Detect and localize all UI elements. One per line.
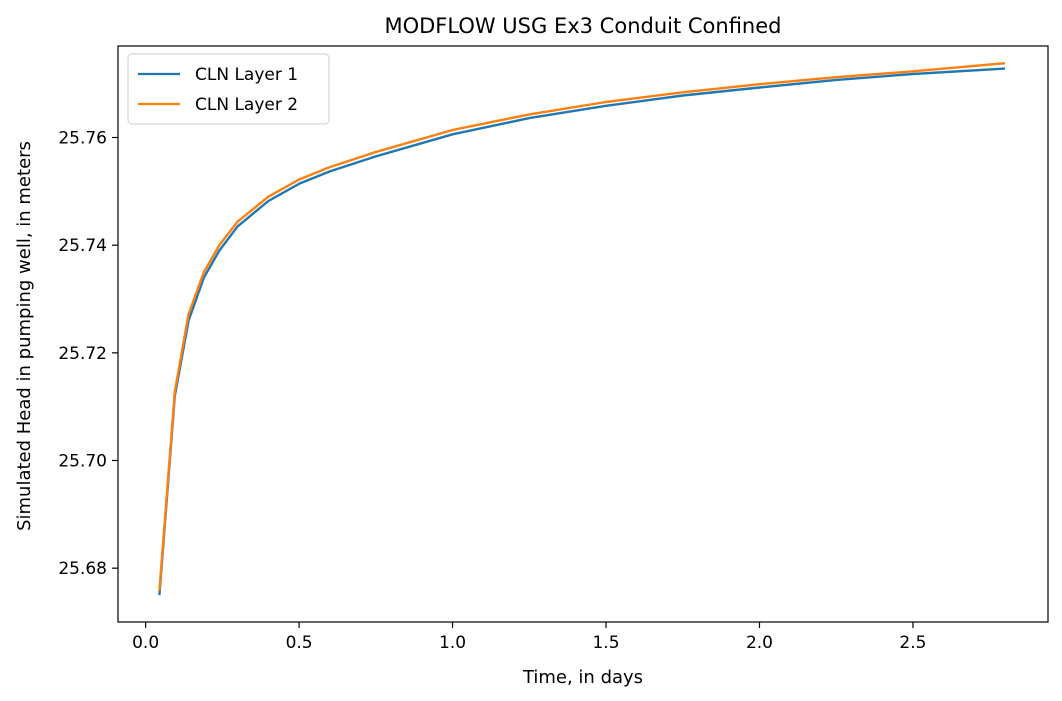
y-axis-label: Simulated Head in pumping well, in meter… [14, 141, 35, 531]
x-tick-label: 0.5 [286, 633, 313, 653]
axes-frame [117, 45, 1049, 623]
legend-label-cln-layer-2: CLN Layer 2 [195, 95, 298, 115]
series-line-cln-layer-2 [158, 62, 1006, 591]
x-axis-label: Time, in days [522, 667, 643, 688]
y-tick-label: 25.68 [58, 559, 107, 579]
x-tick-label: 2.0 [746, 633, 773, 653]
legend-frame [127, 53, 330, 125]
legend: CLN Layer 1 CLN Layer 2 [127, 53, 330, 125]
y-tick-label: 25.76 [58, 129, 107, 149]
x-tick-label: 1.0 [439, 633, 466, 653]
y-tick-label: 25.70 [58, 452, 107, 472]
series-layer [158, 62, 1006, 596]
x-tick-label: 0.0 [132, 633, 159, 653]
series-line-cln-layer-1 [158, 67, 1006, 596]
chart-title: MODFLOW USG Ex3 Conduit Confined [384, 14, 781, 38]
y-tick-label: 25.74 [58, 236, 107, 256]
x-tick-label: 1.5 [592, 633, 619, 653]
legend-label-cln-layer-1: CLN Layer 1 [195, 65, 298, 85]
y-tick-label: 25.72 [58, 344, 107, 364]
x-tick-label: 2.5 [899, 633, 926, 653]
x-axis: 0.0 0.5 1.0 1.5 2.0 2.5 [132, 622, 926, 653]
y-axis: 25.68 25.70 25.72 25.74 25.76 [58, 129, 118, 579]
plot-area [117, 45, 1049, 623]
